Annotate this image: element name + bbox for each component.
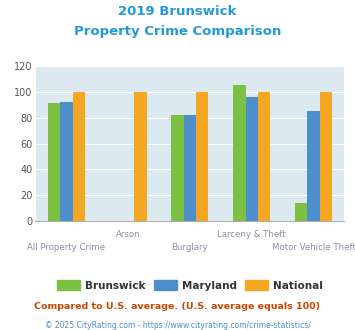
Legend: Brunswick, Maryland, National: Brunswick, Maryland, National xyxy=(53,276,327,295)
Text: Property Crime Comparison: Property Crime Comparison xyxy=(74,25,281,38)
Bar xyxy=(171,115,184,221)
Bar xyxy=(307,111,320,221)
Text: Compared to U.S. average. (U.S. average equals 100): Compared to U.S. average. (U.S. average … xyxy=(34,302,321,311)
Text: All Property Crime: All Property Crime xyxy=(27,243,105,252)
Bar xyxy=(233,85,246,221)
Text: Motor Vehicle Theft: Motor Vehicle Theft xyxy=(272,243,355,252)
Bar xyxy=(184,115,196,221)
Bar xyxy=(258,92,270,221)
Text: Burglary: Burglary xyxy=(171,243,208,252)
Bar xyxy=(72,92,85,221)
Text: 2019 Brunswick: 2019 Brunswick xyxy=(118,5,237,18)
Bar xyxy=(246,97,258,221)
Bar xyxy=(48,104,60,221)
Text: Arson: Arson xyxy=(116,230,141,239)
Bar xyxy=(196,92,208,221)
Text: Larceny & Theft: Larceny & Theft xyxy=(217,230,286,239)
Bar xyxy=(320,92,332,221)
Bar xyxy=(134,92,147,221)
Bar xyxy=(60,102,72,221)
Text: © 2025 CityRating.com - https://www.cityrating.com/crime-statistics/: © 2025 CityRating.com - https://www.city… xyxy=(45,321,310,330)
Bar xyxy=(295,203,307,221)
